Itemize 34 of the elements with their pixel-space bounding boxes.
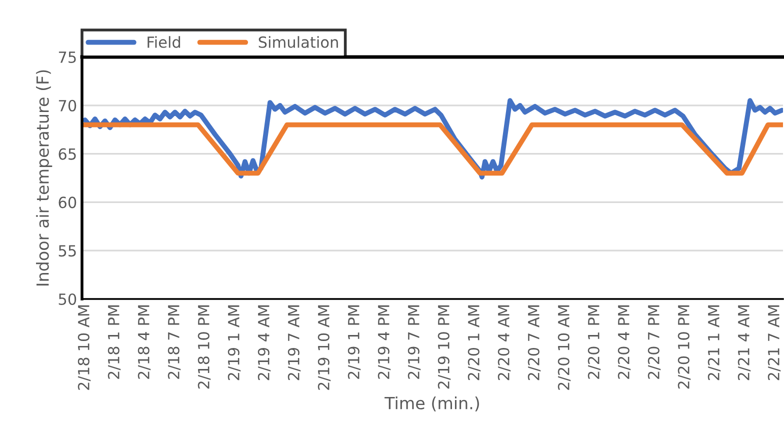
x-tick-label: 2/19 4 AM	[258, 305, 271, 380]
x-tick-label: 2/20 4 AM	[498, 305, 511, 380]
x-tick-label: 2/19 10 AM	[318, 305, 331, 390]
x-tick-label: 2/19 1 PM	[348, 305, 361, 379]
x-tick-label: 2/18 1 PM	[108, 305, 121, 379]
legend-label: Field	[148, 36, 180, 48]
x-tick-label: 2/20 1 AM	[468, 305, 481, 380]
x-tick-label: 2/20 7 AM	[528, 305, 541, 380]
y-tick-label: 55	[58, 245, 76, 257]
x-tick-label: 2/21 7 AM	[768, 305, 781, 380]
y-tick-label: 65	[58, 148, 76, 160]
x-tick-label: 2/19 7 AM	[288, 305, 301, 380]
y-tick-label: 50	[58, 293, 76, 306]
x-tick-label: 2/20 10 AM	[558, 305, 571, 390]
y-tick-label: 70	[58, 100, 76, 112]
x-tick-label: 2/19 1 AM	[228, 305, 241, 380]
x-tick-label: 2/21 1 AM	[708, 305, 721, 380]
x-tick-label: 2/19 4 PM	[378, 305, 391, 379]
x-tick-label: 2/21 4 AM	[738, 305, 751, 380]
x-tick-label: 2/19 10 PM	[438, 305, 451, 389]
legend-label: Simulation	[258, 36, 338, 48]
x-tick-label: 2/20 1 PM	[588, 305, 601, 379]
x-tick-label: 2/18 7 PM	[168, 305, 181, 379]
x-tick-label: 2/19 7 PM	[408, 305, 421, 379]
x-tick-label: 2/18 4 PM	[138, 305, 151, 379]
y-tick-label: 75	[58, 52, 76, 64]
x-tick-label: 2/20 10 PM	[678, 305, 691, 389]
x-tick-label: 2/20 4 PM	[618, 305, 631, 379]
y-axis-title: Indoor air temperature (F)	[36, 70, 52, 286]
x-tick-label: 2/18 10 AM	[78, 305, 91, 390]
x-tick-label: 2/18 10 PM	[198, 305, 211, 389]
y-tick-label: 60	[58, 196, 76, 208]
x-axis-title: Time (min.)	[384, 396, 479, 412]
x-tick-label: 2/20 7 PM	[648, 305, 661, 379]
